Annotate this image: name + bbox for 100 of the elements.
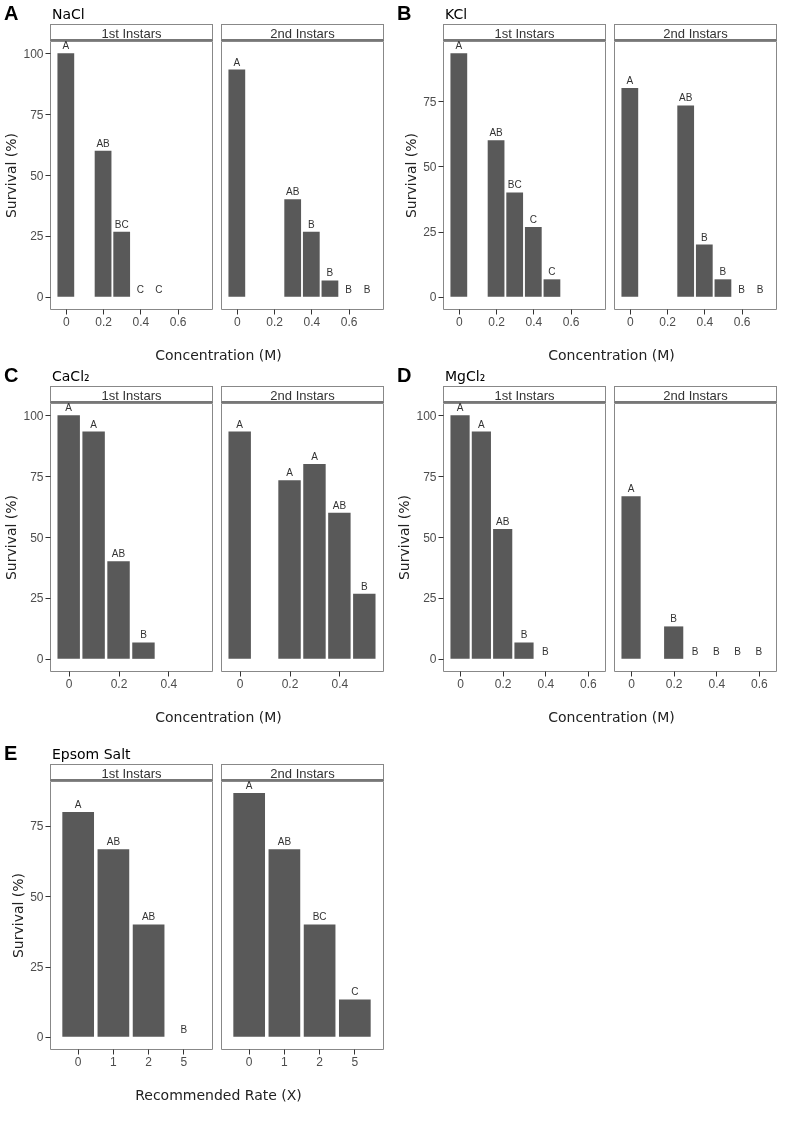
y-tick-label: 25 <box>423 591 437 606</box>
data-label: B <box>670 613 678 625</box>
y-tick-label: 0 <box>429 652 437 667</box>
x-tick-label: 0 <box>626 314 634 329</box>
x-tick-label: 1 <box>110 1054 118 1069</box>
y-tick-label: 75 <box>30 819 44 834</box>
chart-title: 1st Instars <box>50 24 213 41</box>
y-tick-label: 0 <box>36 652 44 667</box>
text: NaCl <box>52 6 85 22</box>
chart-title: 1st Instars <box>443 24 606 41</box>
data-label: AB <box>96 137 111 149</box>
text: A <box>4 2 19 25</box>
x-tick-label: 0.6 <box>562 314 580 329</box>
text: Epsom Salt <box>52 746 131 762</box>
x-tick-label: 0.4 <box>696 314 714 329</box>
x-tick-label: 0.2 <box>110 676 128 691</box>
x-axis-title: Recommended Rate (X) <box>134 1087 303 1103</box>
data-label: C <box>351 986 359 998</box>
data-label: B <box>360 580 368 592</box>
data-label: C <box>529 214 537 226</box>
x-tick-label: 0 <box>628 676 636 691</box>
data-label: AB <box>286 186 300 198</box>
bar <box>353 593 376 659</box>
x-tick-label: 0.4 <box>160 676 178 691</box>
x-tick-label: 0.2 <box>494 676 512 691</box>
chart-title: 1st Instars <box>443 386 606 403</box>
data-label: AB <box>679 92 693 104</box>
y-tick-label: 75 <box>423 94 437 109</box>
x-tick-label: 0.6 <box>340 314 358 329</box>
x-tick-label: 0.2 <box>95 314 113 329</box>
data-label: AB <box>277 836 292 848</box>
data-label: B <box>700 231 708 243</box>
data-label: A <box>74 798 82 810</box>
bar <box>302 231 320 297</box>
y-tick-label: 0 <box>36 290 44 305</box>
data-label: BC <box>507 179 522 191</box>
x-tick-label: 0 <box>74 1054 82 1069</box>
data-label: AB <box>489 127 504 139</box>
x-tick-label: 5 <box>351 1054 359 1069</box>
bar <box>82 431 105 659</box>
text: E <box>4 742 18 765</box>
bar <box>303 924 336 1037</box>
bar <box>328 512 351 659</box>
y-axis-title: Survival (%) <box>403 132 420 219</box>
bar <box>695 244 713 297</box>
data-label: B <box>755 645 763 657</box>
x-tick-label: 0.2 <box>266 314 284 329</box>
data-label: C <box>155 283 163 295</box>
data-label: C <box>548 266 556 278</box>
x-tick-label: 0.2 <box>488 314 506 329</box>
chart-title: 2nd Instars <box>221 764 384 781</box>
x-tick-label: 5 <box>180 1054 188 1069</box>
data-label: A <box>286 467 294 479</box>
data-label: A <box>236 418 244 430</box>
bar <box>97 849 130 1037</box>
bar <box>621 87 639 297</box>
bar <box>321 280 339 297</box>
bar <box>284 199 302 297</box>
x-tick-label: 0 <box>455 314 463 329</box>
data-label: A <box>311 450 319 462</box>
data-label: B <box>712 645 720 657</box>
data-label: B <box>691 645 699 657</box>
data-label: A <box>627 483 635 495</box>
data-label: B <box>326 267 334 279</box>
x-axis-title: Concentration (M) <box>154 709 283 725</box>
data-label: BC <box>114 218 129 230</box>
data-label: B <box>738 283 746 295</box>
x-tick-label: 1 <box>281 1054 289 1069</box>
y-axis-title: Survival (%) <box>396 494 413 581</box>
bar <box>57 415 80 659</box>
bar <box>514 642 534 659</box>
bar <box>450 415 470 659</box>
chart-title: 2nd Instars <box>221 386 384 403</box>
data-label: A <box>62 40 70 52</box>
x-axis-title: Concentration (M) <box>547 709 676 725</box>
y-tick-label: 50 <box>423 159 437 174</box>
y-axis-title: Survival (%) <box>10 872 27 959</box>
data-label: A <box>65 402 73 414</box>
text: B <box>397 2 412 25</box>
x-tick-label: 0.4 <box>708 676 726 691</box>
chart-title: 2nd Instars <box>221 24 384 41</box>
y-tick-label: 100 <box>23 46 44 61</box>
x-tick-label: 0 <box>62 314 70 329</box>
data-label: AB <box>106 836 121 848</box>
bar <box>338 999 371 1037</box>
data-label: B <box>140 629 148 641</box>
x-tick-label: 0 <box>236 676 244 691</box>
bar <box>487 140 505 297</box>
data-label: A <box>233 56 241 68</box>
y-axis-title: Survival (%) <box>3 132 20 219</box>
x-tick-label: 0 <box>457 676 465 691</box>
bar <box>493 528 513 659</box>
data-label: B <box>719 266 727 278</box>
bar <box>524 227 542 297</box>
chart-title: 2nd Instars <box>614 386 777 403</box>
y-tick-label: 75 <box>30 107 44 122</box>
bar <box>268 849 301 1037</box>
y-tick-label: 75 <box>423 469 437 484</box>
bar <box>228 69 246 297</box>
text: C <box>4 364 19 387</box>
